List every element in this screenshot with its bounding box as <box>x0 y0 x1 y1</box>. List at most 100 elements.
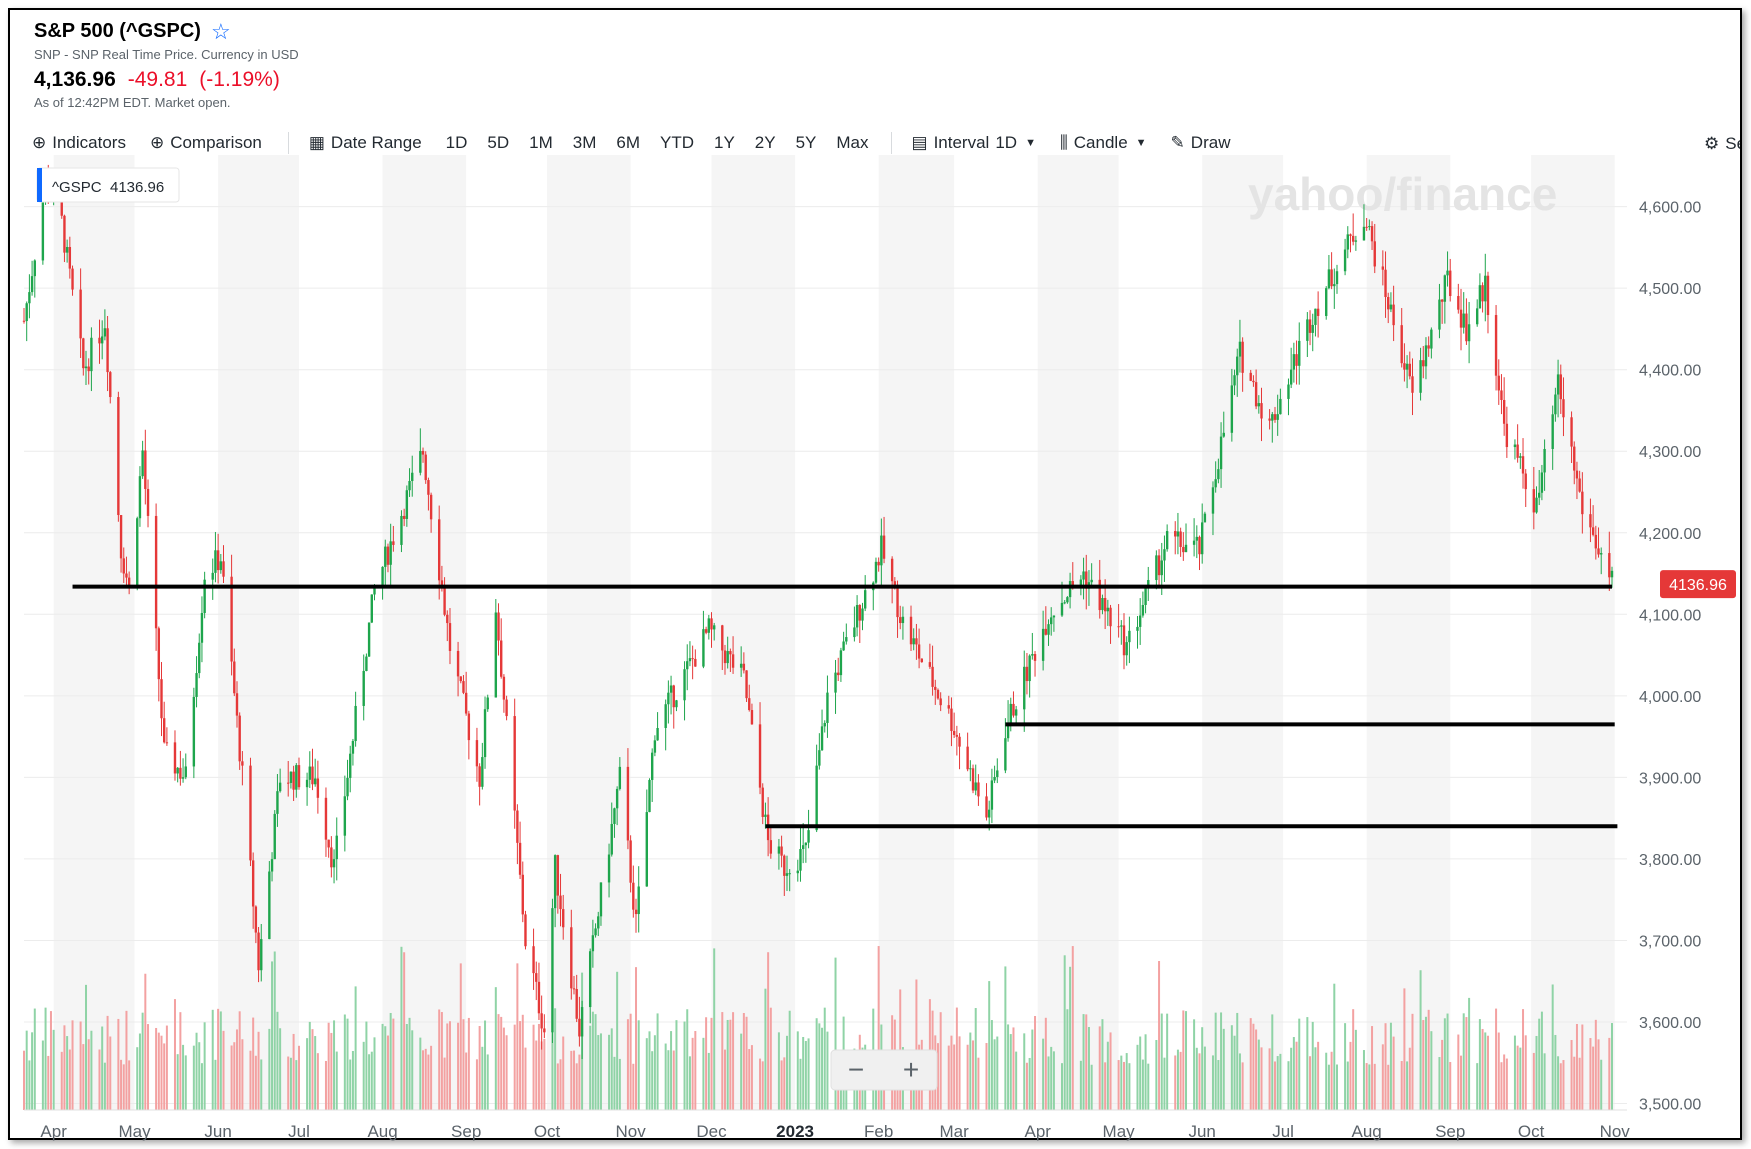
chart-type-dropdown[interactable]: ⫼ Candle ▼ <box>1060 133 1147 153</box>
candle-body <box>270 859 274 872</box>
volume-bar <box>276 1011 279 1110</box>
candle-body <box>1211 487 1215 514</box>
candle-body <box>672 685 675 708</box>
candle-body <box>1327 269 1331 289</box>
volume-bar <box>1276 1056 1279 1110</box>
candle-body <box>1430 329 1433 349</box>
candle-body <box>1009 703 1012 723</box>
candle-body <box>381 566 384 587</box>
indicators-label: Indicators <box>52 133 126 152</box>
candle-body <box>273 813 276 860</box>
volume-bar <box>1344 1023 1347 1110</box>
candle-body <box>500 640 503 677</box>
candle-body <box>1570 417 1573 447</box>
y-tick-label: 3,600.00 <box>1639 1015 1701 1032</box>
volume-bar <box>324 1060 327 1110</box>
volume-bar <box>373 1037 376 1110</box>
range-3m[interactable]: 3M <box>572 133 597 152</box>
date-range-button[interactable]: ▦ Date Range <box>309 133 422 153</box>
zoom-out-button[interactable]: − <box>848 1054 864 1085</box>
volume-bar <box>365 1021 368 1110</box>
volume-bar <box>448 1021 451 1110</box>
volume-bar <box>1543 1053 1546 1110</box>
candle-body <box>648 779 651 813</box>
range-2y[interactable]: 2Y <box>754 133 776 152</box>
candles <box>22 164 1614 1060</box>
volume-bar <box>31 1032 34 1110</box>
volume-bar <box>688 1056 691 1110</box>
volume-bar <box>939 1012 942 1110</box>
volume-bar <box>494 987 497 1110</box>
zoom-in-button[interactable]: + <box>903 1054 919 1085</box>
volume-bar <box>597 1035 600 1110</box>
range-6m[interactable]: 6M <box>616 133 640 152</box>
x-tick-label: May <box>118 1122 151 1141</box>
range-1d[interactable]: 1D <box>445 133 468 152</box>
candle-body <box>1041 628 1045 661</box>
volume-bar <box>389 1012 392 1110</box>
volume-bar <box>1465 1017 1468 1110</box>
candle-body <box>971 768 975 791</box>
volume-bar <box>953 1044 956 1110</box>
candle-body <box>1174 531 1177 537</box>
candle-body <box>1109 607 1112 627</box>
candle-body <box>1271 414 1274 421</box>
volume-bar <box>1522 1009 1525 1110</box>
volume-bar <box>1594 1019 1597 1110</box>
candle-body <box>1254 382 1258 407</box>
price-change-percent: (-1.19%) <box>199 68 280 91</box>
volume-bar <box>551 1010 554 1110</box>
candle-body <box>853 627 856 638</box>
volume-bar <box>465 1052 468 1110</box>
candle-body <box>977 782 980 797</box>
as-of-timestamp: As of 12:42PM EDT. Market open. <box>34 95 231 110</box>
volume-bar <box>543 1039 546 1110</box>
candle-body <box>742 663 746 671</box>
candle-body <box>739 663 743 668</box>
settings-button[interactable]: ⚙ Se <box>1704 134 1740 154</box>
volume-bar <box>411 1030 414 1110</box>
zoom-controls[interactable]: − + <box>830 1049 938 1091</box>
toolbar-divider <box>287 132 289 154</box>
candle-body <box>1230 385 1234 433</box>
candle-body <box>578 1018 581 1037</box>
candle-body <box>1575 470 1579 479</box>
candle-body <box>516 810 519 843</box>
candle-body <box>842 641 845 651</box>
range-5d[interactable]: 5D <box>487 133 510 152</box>
candle-body <box>837 672 840 676</box>
volume-bar <box>713 948 716 1110</box>
candle-body <box>456 650 460 677</box>
candle-body <box>1362 226 1366 241</box>
candle-body <box>524 914 527 947</box>
interval-dropdown[interactable]: ▤ Interval 1D ▼ <box>912 133 1036 153</box>
range-max[interactable]: Max <box>836 133 869 152</box>
candle-body <box>1295 354 1298 366</box>
volume-bar <box>335 1051 338 1110</box>
candle-body <box>235 693 239 716</box>
volume-bar <box>683 1021 686 1110</box>
draw-button[interactable]: ✎ Draw <box>1171 133 1231 153</box>
range-5y[interactable]: 5Y <box>795 133 817 152</box>
range-1m[interactable]: 1M <box>529 133 553 152</box>
candle-body <box>1233 375 1236 386</box>
month-band <box>1531 155 1615 1110</box>
candle-body <box>890 558 894 582</box>
candle-body <box>955 734 959 737</box>
range-ytd[interactable]: YTD <box>660 133 694 152</box>
range-1y[interactable]: 1Y <box>714 133 735 152</box>
candle-body <box>446 614 449 624</box>
indicators-button[interactable]: ⊕ Indicators <box>32 133 126 153</box>
comparison-button[interactable]: ⊕ Comparison <box>150 133 262 153</box>
volume-bar <box>163 1043 166 1110</box>
candle-body <box>1475 308 1479 325</box>
volume-bar <box>214 1059 217 1110</box>
volume-bar <box>160 1035 163 1110</box>
candle-body <box>996 770 999 777</box>
candle-body <box>79 289 82 339</box>
month-band <box>711 155 796 1110</box>
candle-body <box>219 561 223 571</box>
star-icon[interactable]: ☆ <box>210 18 231 44</box>
interval-label: Interval <box>933 133 990 152</box>
